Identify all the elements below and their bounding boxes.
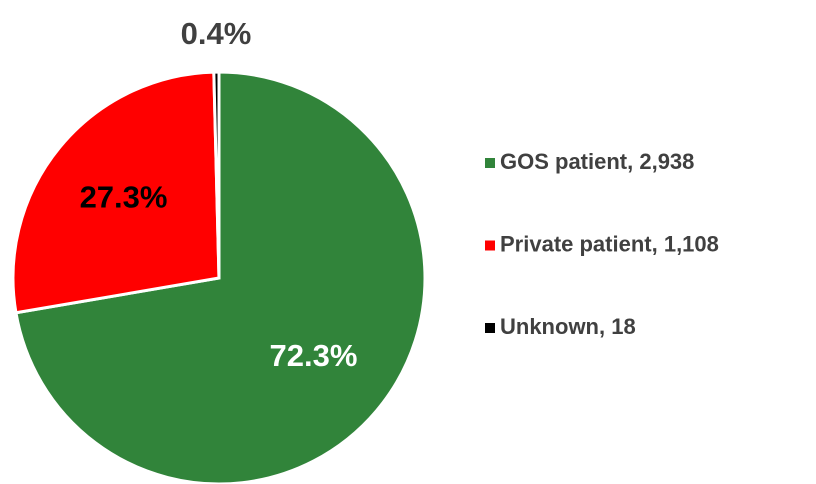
pie-slice: [11, 70, 221, 315]
legend-label: Private patient, 1,108: [500, 231, 719, 256]
pie-slice: [212, 70, 221, 279]
legend-marker: [485, 323, 495, 333]
data-label: 72.3%: [270, 338, 358, 373]
legend-label: GOS patient, 2,938: [500, 149, 694, 174]
legend-marker: [485, 240, 495, 251]
legend-label: Unknown, 18: [500, 314, 636, 339]
data-label: 0.4%: [181, 16, 252, 51]
legend-marker: [485, 158, 495, 168]
data-label: 27.3%: [80, 180, 168, 215]
